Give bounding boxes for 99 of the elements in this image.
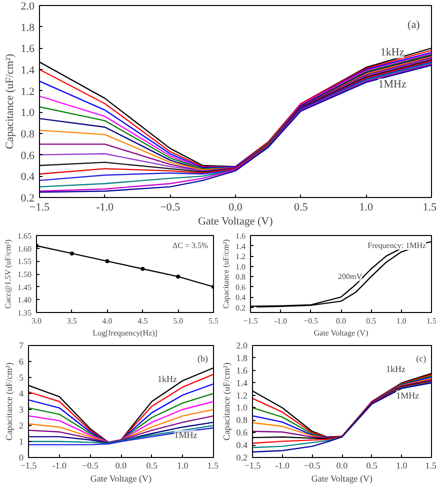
y-tick-label: 0.6 <box>236 428 248 438</box>
y-tick-label: 7 <box>19 340 24 350</box>
y-tick-label: 1.6 <box>236 232 246 240</box>
annotation: 1MHz <box>174 430 198 440</box>
x-tick-label: -1.0 <box>52 460 67 470</box>
y-axis-title: Capacitance (uF/cm²) <box>4 54 16 150</box>
x-tick-label: −1.5 <box>243 316 258 326</box>
y-axis-title: Capacitance (uF/cm²) <box>4 362 14 440</box>
annotation: 1kHz <box>380 46 404 58</box>
y-tick-label: 1.8 <box>236 352 248 363</box>
x-tick-label: 0.0 <box>336 460 348 470</box>
y-tick-label: 1.2 <box>236 390 248 400</box>
annotation: 200mV <box>338 272 362 282</box>
x-axis-title: Gate Voltage (V) <box>314 328 368 338</box>
x-tick-label: 0.0 <box>336 316 346 326</box>
y-tick-label: 5 <box>19 372 24 382</box>
x-tick-label: 3.0 <box>32 316 42 326</box>
x-tick-label: −0.5 <box>160 202 181 214</box>
x-tick-label: 1.0 <box>359 202 374 214</box>
x-axis-title: Gate Voltage (V) <box>90 474 152 484</box>
x-tick-label: 0.5 <box>294 202 308 214</box>
y-tick-label: 1.2 <box>236 252 246 262</box>
annotation: 1MHz <box>396 390 420 400</box>
annotation: (b) <box>197 353 208 364</box>
x-axis-title: Log[frequency(Hz)] <box>92 328 158 338</box>
x-tick-label: 4.5 <box>138 316 148 326</box>
x-axis-title: Gate Voltage (V) <box>311 474 372 484</box>
y-tick-label: 0.4 <box>236 293 246 302</box>
x-tick-label: 1.0 <box>177 460 189 470</box>
x-tick-label: -1.0 <box>275 460 290 470</box>
annotation: 1MHz <box>378 78 406 90</box>
y-tick-label: 0.6 <box>236 282 246 292</box>
x-tick-label: 1.0 <box>396 316 406 326</box>
x-axis-title: Gate Voltage (V) <box>198 216 274 228</box>
y-tick-label: 1 <box>19 436 24 446</box>
y-tick-label: 2 <box>19 420 24 430</box>
y-tick-label: 1.6 <box>236 365 248 376</box>
y-axis-title: Capacitance (uF/cm²) <box>222 239 230 309</box>
annotation: (c) <box>416 353 426 364</box>
y-tick-label: 1.55 <box>18 257 32 266</box>
annotation: (a) <box>408 18 420 31</box>
x-tick-label: 3.5 <box>66 316 77 326</box>
y-tick-label: 2.0 <box>20 0 35 12</box>
y-tick-label: 0.2 <box>236 303 246 312</box>
y-tick-label: 3 <box>19 404 24 414</box>
y-tick-label: 1.40 <box>18 296 32 305</box>
y-tick-label: 4 <box>19 388 24 398</box>
y-tick-label: 1.6 <box>20 43 35 56</box>
y-tick-label: 0.2 <box>236 452 248 462</box>
x-tick-label: −0.5 <box>304 460 321 470</box>
x-tick-label: 0.5 <box>366 316 376 326</box>
y-tick-label: 0 <box>19 452 24 462</box>
x-tick-label: 0.0 <box>115 460 128 470</box>
y-tick-label: 1.65 <box>18 232 32 240</box>
y-tick-label: 2.0 <box>236 340 248 350</box>
y-tick-label: 0.2 <box>20 192 34 204</box>
x-tick-label: 1.0 <box>396 460 408 470</box>
y-tick-label: 1.2 <box>20 86 34 98</box>
y-tick-label: 0.4 <box>20 171 35 184</box>
y-tick-label: 0.8 <box>236 272 246 282</box>
annotation: Frequency: 1MHz <box>368 240 427 250</box>
y-tick-label: 1.60 <box>18 244 32 254</box>
y-tick-label: 0.8 <box>20 128 35 140</box>
y-tick-label: 1.4 <box>236 378 248 388</box>
x-tick-label: 0.5 <box>366 460 378 470</box>
x-tick-label: −0.5 <box>304 316 318 326</box>
y-tick-label: 1.50 <box>18 270 32 279</box>
x-tick-label: −1.5 <box>30 202 50 214</box>
y-axis-title: Cacc@1.5V (uF/cm²) <box>4 239 12 309</box>
x-tick-label: -1.0 <box>96 202 114 214</box>
y-axis-title: Capacitance (uF/cm²) <box>221 362 232 440</box>
y-tick-label: 0.4 <box>236 440 248 450</box>
annotation: 1kHz <box>386 364 406 374</box>
x-tick-label: 1.5 <box>422 202 436 214</box>
annotation: 1kHz <box>158 374 178 384</box>
y-tick-label: 1.45 <box>18 282 32 292</box>
x-tick-label: 0.0 <box>228 202 243 214</box>
y-tick-label: 0.8 <box>236 415 248 426</box>
y-tick-label: 1.0 <box>20 107 35 120</box>
x-tick-label: -1.0 <box>274 316 288 326</box>
x-tick-label: 1.5 <box>426 316 436 326</box>
x-tick-label: −0.5 <box>82 460 99 470</box>
y-tick-label: 1.8 <box>20 22 35 34</box>
y-tick-label: 0.6 <box>20 150 35 162</box>
x-tick-label: 0.5 <box>146 460 158 470</box>
x-tick-label: 1.5 <box>207 460 219 470</box>
x-tick-label: 4.0 <box>102 316 112 326</box>
y-tick-label: 1.0 <box>236 402 248 413</box>
annotation: ΔC = 3.5% <box>172 240 209 250</box>
y-tick-label: 1.35 <box>18 308 32 318</box>
y-tick-label: 1.4 <box>20 64 35 76</box>
y-tick-label: 1.0 <box>236 262 246 272</box>
x-tick-label: 1.5 <box>425 460 436 470</box>
y-tick-label: 1.4 <box>236 242 246 251</box>
x-tick-label: −1.5 <box>244 460 262 470</box>
x-tick-label: 5.5 <box>208 316 218 326</box>
x-tick-label: −1.5 <box>20 460 38 470</box>
y-tick-label: 6 <box>19 356 24 366</box>
x-tick-label: 5.0 <box>173 316 184 326</box>
